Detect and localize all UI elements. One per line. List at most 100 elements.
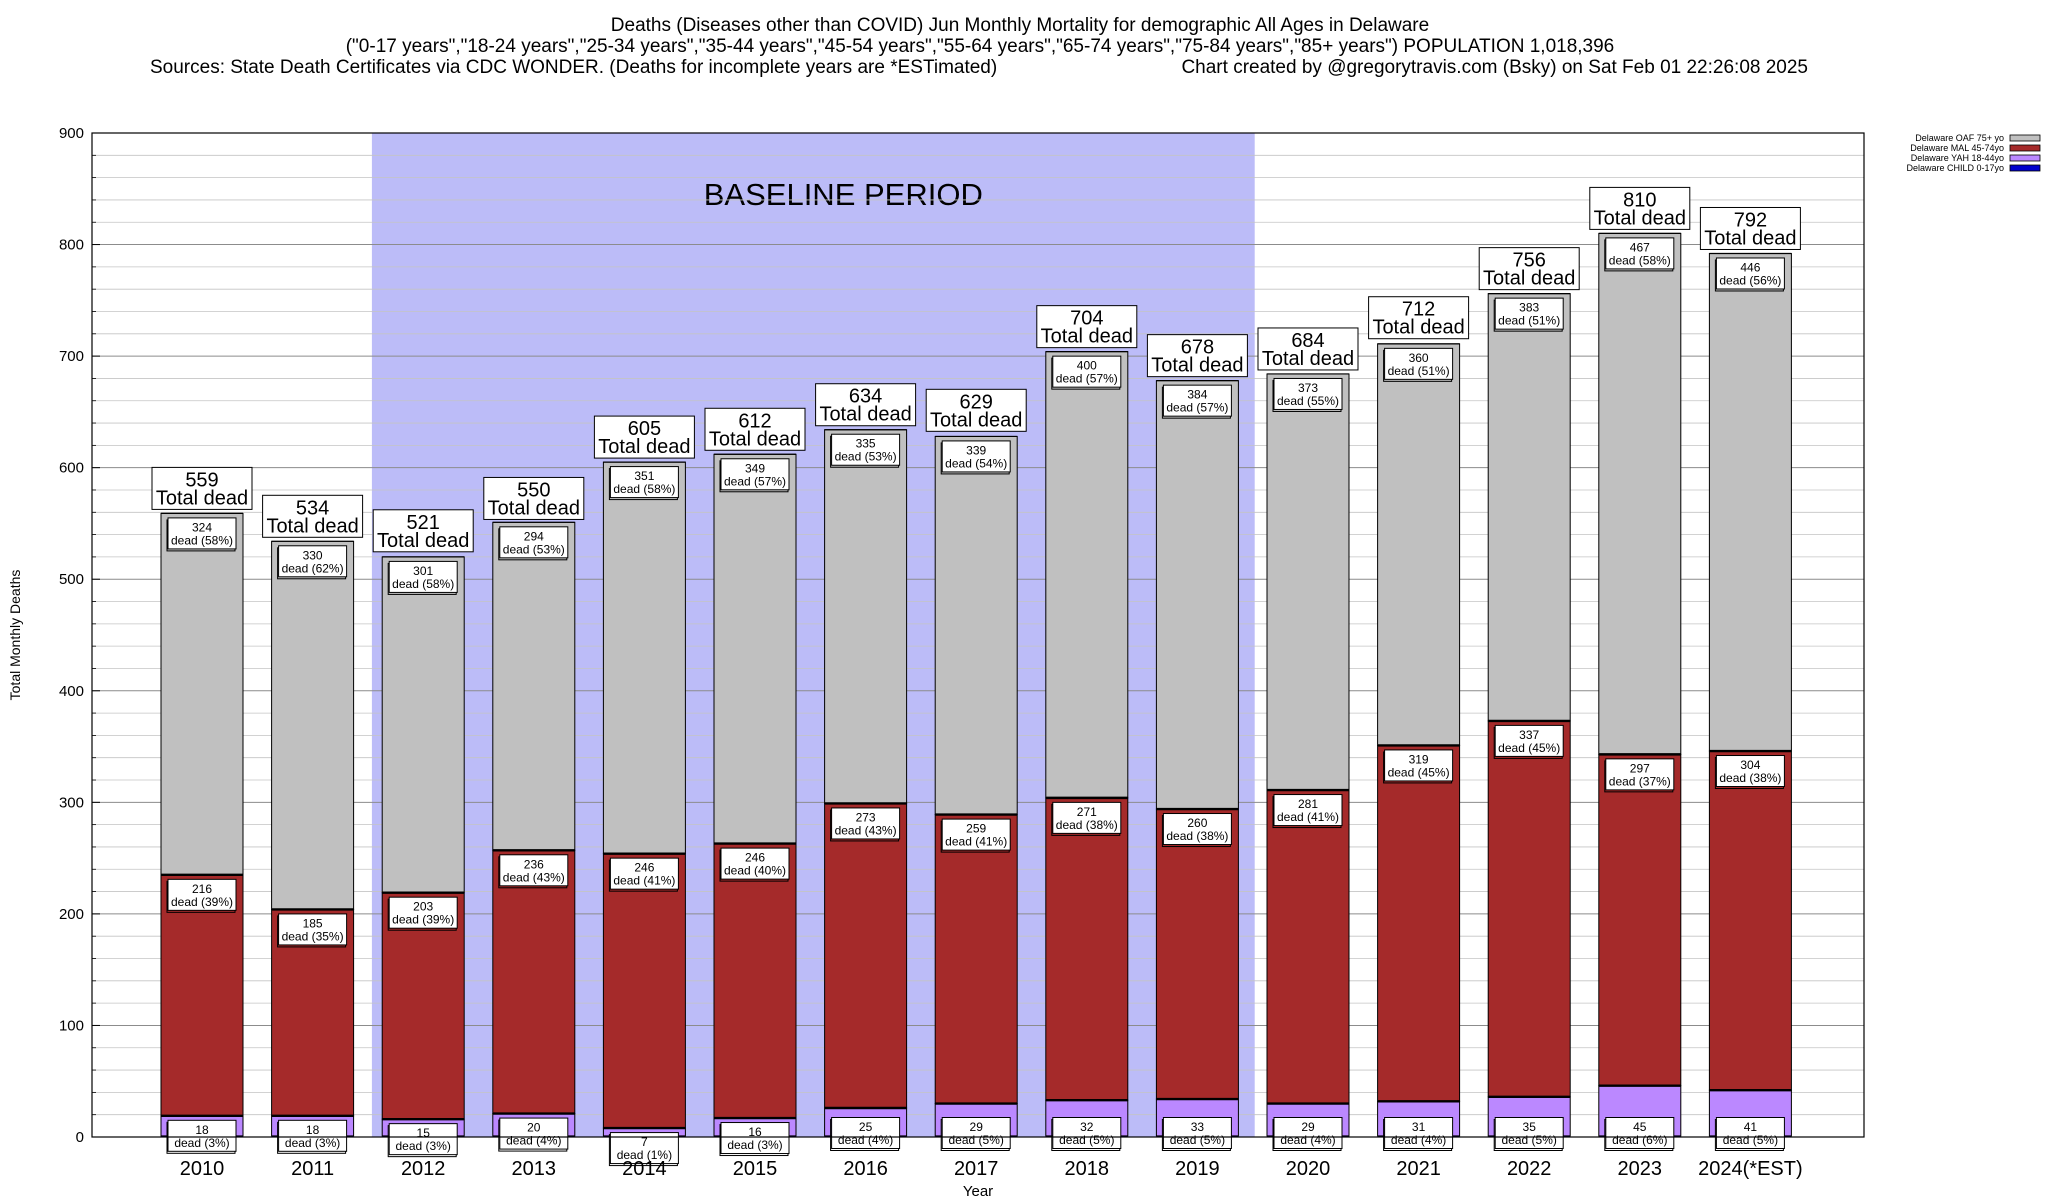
label-box	[941, 1117, 1011, 1149]
x-tick-label: 2023	[1618, 1158, 1663, 1180]
label-value: 35	[1523, 1120, 1537, 1134]
total-box	[1368, 296, 1470, 340]
total-value: 612	[738, 410, 771, 432]
total-text: Total dead	[156, 487, 248, 509]
x-tick-label: 2015	[733, 1158, 778, 1180]
x-tick-label: 2018	[1065, 1158, 1110, 1180]
total-value: 559	[185, 469, 218, 491]
label-value: 15	[417, 1126, 431, 1140]
bar-segment	[160, 512, 244, 876]
bar-segment	[1708, 750, 1792, 1091]
bar-segment	[1266, 373, 1350, 791]
label-detail: dead (4%)	[1391, 1133, 1446, 1147]
label-box	[388, 560, 458, 593]
y-tick-label: 0	[76, 1129, 84, 1146]
total-value: 756	[1513, 250, 1546, 272]
label-value: 373	[1298, 381, 1318, 395]
bar-segment	[1708, 252, 1792, 752]
label-detail: dead (41%)	[945, 835, 1007, 849]
chart-title-line-2: ("0-17 years","18-24 years","25-34 years…	[346, 36, 1615, 57]
label-detail: dead (38%)	[1056, 818, 1118, 832]
label-value: 260	[1187, 816, 1207, 830]
bar-segment	[1155, 380, 1239, 810]
label-value: 259	[966, 822, 986, 836]
label-detail: dead (51%)	[1498, 314, 1560, 328]
label-value: 294	[524, 529, 544, 543]
label-value: 383	[1519, 301, 1539, 315]
bar-segment	[492, 521, 576, 851]
total-box	[1589, 186, 1691, 230]
label-detail: dead (6%)	[1612, 1133, 1667, 1147]
label-box	[720, 458, 790, 491]
label-detail: dead (57%)	[1166, 401, 1228, 415]
bar-segment	[1266, 789, 1350, 1105]
label-box	[609, 857, 679, 890]
label-value: 31	[1412, 1120, 1426, 1134]
label-detail: dead (1%)	[617, 1148, 672, 1162]
label-detail: dead (37%)	[1609, 774, 1671, 788]
label-value: 273	[856, 810, 876, 824]
total-text: Total dead	[1262, 348, 1354, 370]
label-box	[831, 1117, 901, 1149]
label-value: 33	[1191, 1120, 1205, 1134]
label-detail: dead (41%)	[1277, 810, 1339, 824]
label-value: 360	[1409, 351, 1429, 365]
label-box	[167, 1119, 237, 1152]
total-box	[151, 466, 253, 510]
label-value: 18	[195, 1123, 209, 1137]
total-text: Total dead	[1041, 326, 1133, 348]
y-axis-label: Total Monthly Deaths	[7, 570, 23, 701]
label-box	[1605, 1117, 1675, 1149]
label-detail: dead (55%)	[1277, 394, 1339, 408]
x-tick-label: 2012	[401, 1158, 446, 1180]
total-text: Total dead	[1704, 227, 1796, 249]
total-value: 810	[1623, 189, 1656, 211]
label-detail: dead (40%)	[724, 864, 786, 878]
label-value: 297	[1630, 761, 1650, 775]
total-text: Total dead	[598, 436, 690, 458]
bar-segment	[1598, 753, 1682, 1087]
y-tick-label: 600	[59, 460, 84, 477]
total-value: 550	[517, 479, 550, 501]
label-value: 351	[634, 469, 654, 483]
total-value: 605	[628, 418, 661, 440]
label-value: 246	[745, 851, 765, 865]
label-detail: dead (5%)	[1059, 1133, 1114, 1147]
total-text: Total dead	[488, 497, 580, 519]
y-tick-label: 800	[59, 237, 84, 254]
label-box	[720, 847, 790, 880]
label-box	[1384, 749, 1454, 782]
bar-segment	[1377, 343, 1461, 746]
total-text: Total dead	[930, 409, 1022, 431]
bar-segment	[160, 874, 244, 1117]
total-box	[1478, 247, 1580, 291]
label-box	[1273, 1117, 1343, 1149]
label-box	[499, 526, 569, 559]
label-box	[278, 545, 348, 578]
label-detail: dead (58%)	[392, 577, 454, 591]
bar-segment	[1598, 232, 1682, 755]
total-value: 704	[1070, 308, 1103, 330]
total-text: Total dead	[266, 515, 358, 537]
y-tick-label: 100	[59, 1017, 84, 1034]
